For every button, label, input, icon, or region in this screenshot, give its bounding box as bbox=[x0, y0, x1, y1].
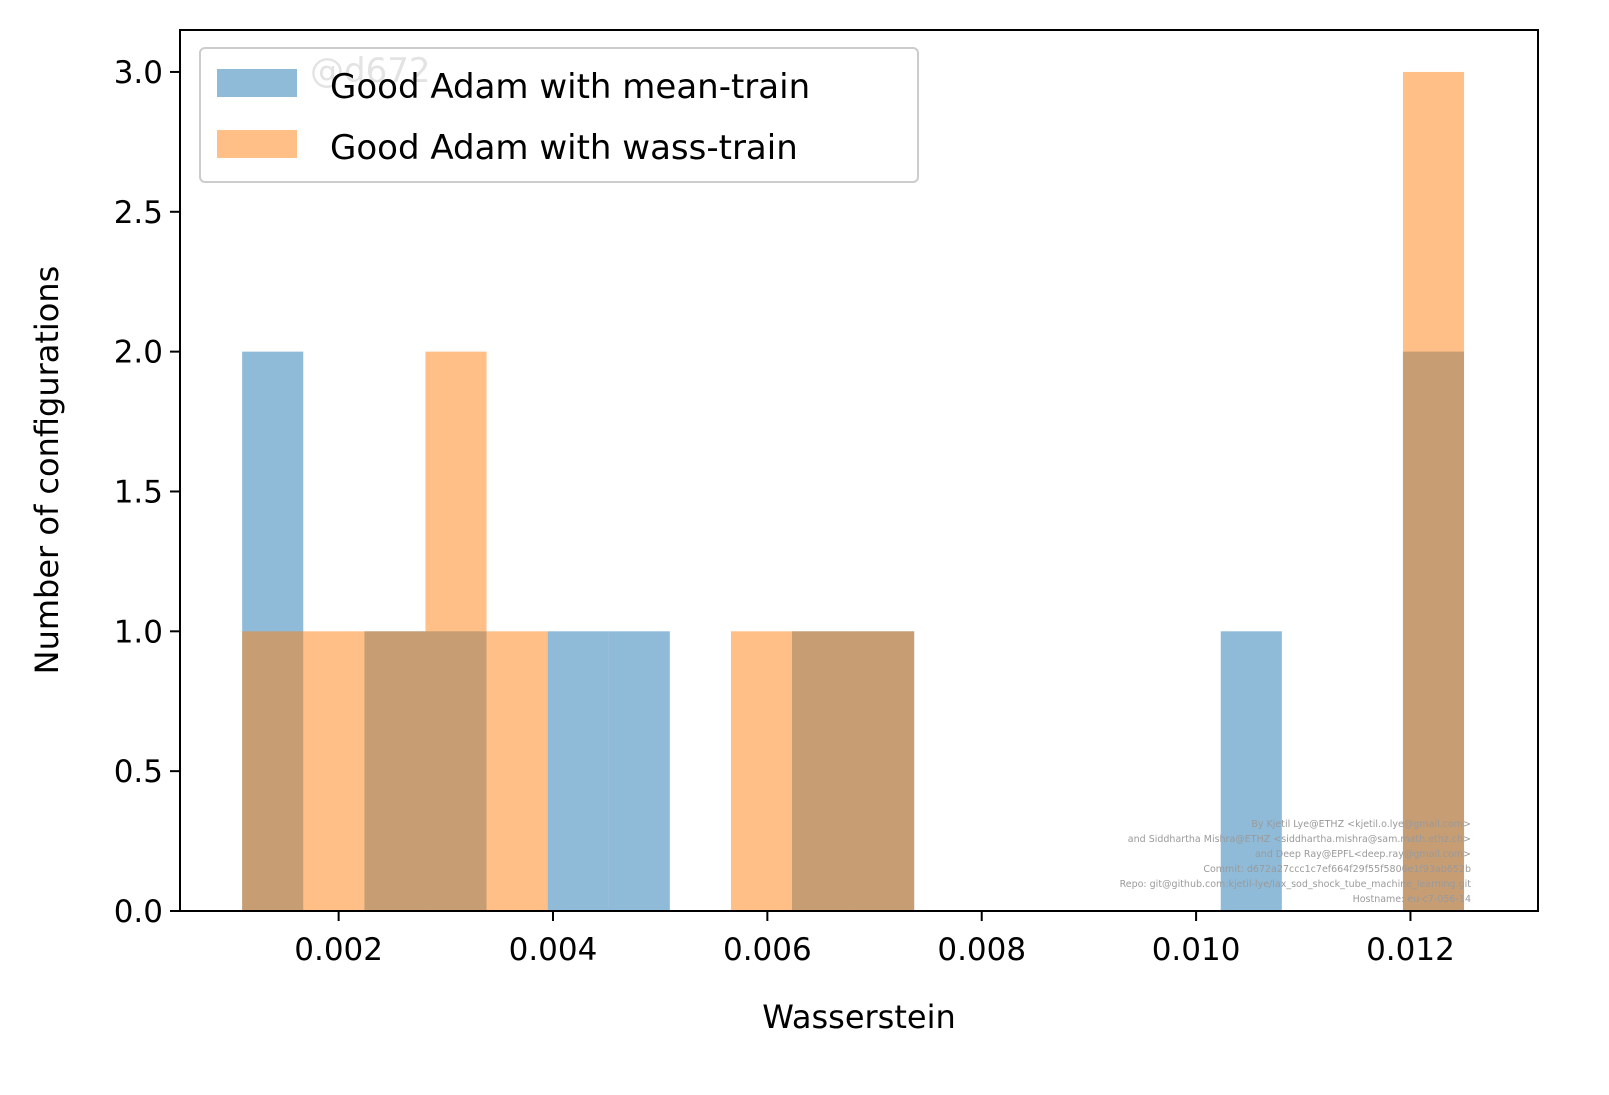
legend-swatch-mean-train bbox=[217, 69, 297, 97]
plot-frame bbox=[179, 29, 1539, 912]
x-tick-label: 0.012 bbox=[1366, 932, 1455, 968]
x-tick-label: 0.004 bbox=[509, 932, 598, 968]
y-tick-label: 0.5 bbox=[114, 754, 163, 790]
x-axis-label: Wasserstein bbox=[762, 998, 955, 1036]
legend: @d672 Good Adam with mean-train Good Ada… bbox=[199, 47, 919, 183]
bar-series1-bin7 bbox=[853, 631, 915, 911]
x-axis: 0.002 0.004 0.006 0.008 0.010 0.012 bbox=[294, 911, 1455, 968]
bar-series1-bin0 bbox=[242, 631, 304, 911]
y-tick-label: 0.0 bbox=[114, 894, 163, 930]
y-tick-label: 2.5 bbox=[114, 195, 163, 231]
credit-line: and Siddhartha Mishra@ETHZ <siddhartha.m… bbox=[1128, 834, 1471, 845]
legend-box bbox=[199, 47, 919, 183]
y-tick-label: 3.0 bbox=[114, 55, 163, 91]
credit-line: Repo: git@github.com:kjetil-lye/lax_sod_… bbox=[1120, 879, 1472, 890]
legend-label-wass-train: Good Adam with wass-train bbox=[330, 128, 798, 168]
x-tick-label: 0.010 bbox=[1152, 932, 1241, 968]
bar-series1-bin5 bbox=[730, 631, 793, 911]
bar-series1-bin8 bbox=[1402, 71, 1465, 911]
bar-series1-bin4 bbox=[486, 631, 548, 911]
credit-line: and Deep Ray@EPFL<deep.ray@gmail.com> bbox=[1255, 849, 1471, 860]
bar-series0-bin7 bbox=[1220, 631, 1282, 911]
credit-line: By Kjetil Lye@ETHZ <kjetil.o.lye@gmail.c… bbox=[1251, 819, 1471, 830]
y-tick-label: 2.0 bbox=[114, 335, 163, 371]
bar-series1-bin2 bbox=[364, 631, 426, 911]
bar-series1-bin1 bbox=[303, 631, 365, 911]
bar-series1-bin3 bbox=[425, 351, 487, 911]
y-tick-label: 1.0 bbox=[114, 614, 163, 650]
y-axis: 0.0 0.5 1.0 1.5 2.0 2.5 3.0 bbox=[114, 55, 180, 930]
watermark: @d672 bbox=[310, 51, 430, 91]
legend-swatch-wass-train bbox=[217, 130, 297, 158]
bars-layer bbox=[242, 71, 1465, 911]
x-tick-label: 0.008 bbox=[937, 932, 1026, 968]
bar-series1-bin6 bbox=[792, 631, 854, 911]
credit-line: Commit: d672a27ccc1c7ef664f29f55f5806e1f… bbox=[1203, 864, 1471, 875]
bar-series0-bin3 bbox=[547, 631, 609, 911]
y-axis-label: Number of configurations bbox=[28, 266, 66, 675]
credit-line: Hostname: eu-c7-056-14 bbox=[1353, 894, 1471, 905]
x-tick-label: 0.006 bbox=[723, 932, 812, 968]
y-tick-label: 1.5 bbox=[114, 474, 163, 510]
x-tick-label: 0.002 bbox=[294, 932, 383, 968]
bar-series0-bin4 bbox=[608, 631, 670, 911]
legend-label-mean-train: Good Adam with mean-train bbox=[330, 67, 810, 107]
credits-block: By Kjetil Lye@ETHZ <kjetil.o.lye@gmail.c… bbox=[1120, 819, 1472, 905]
